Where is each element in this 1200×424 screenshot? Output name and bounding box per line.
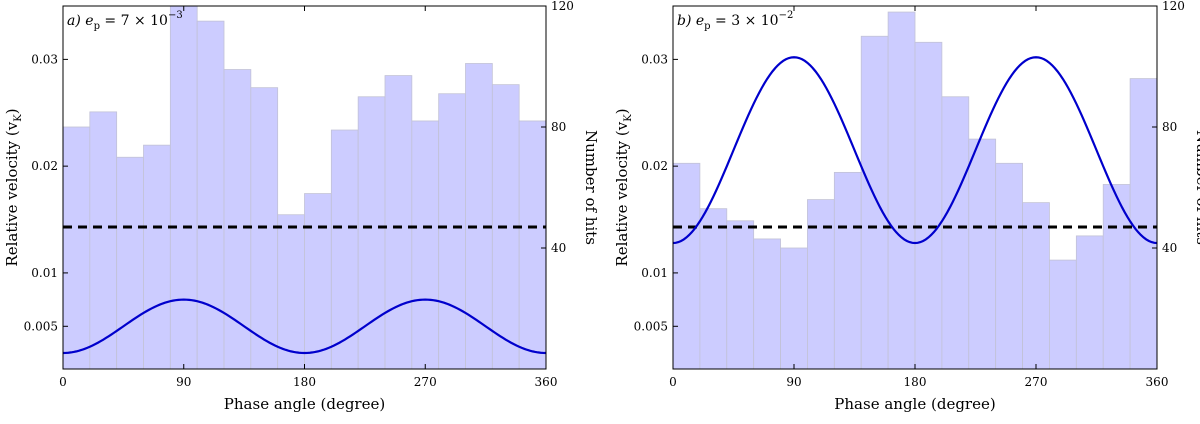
histogram-bar — [914, 41, 943, 369]
y-right-tick-label: 40 — [551, 241, 566, 255]
panel-label: a) — [67, 13, 85, 29]
y-right-axis-label: Number of hits — [1193, 130, 1200, 245]
panel-title: b) ep = 3 × 10−2 — [677, 10, 793, 32]
title-mid: = 7 × 10 — [100, 13, 168, 29]
panel-label: b) — [677, 13, 696, 29]
histogram-bar — [411, 120, 440, 369]
histogram-bar — [995, 162, 1023, 369]
histogram-bar — [330, 129, 359, 369]
histogram-bar — [438, 93, 466, 369]
histogram-bar — [1049, 259, 1077, 369]
histogram-bar — [384, 75, 413, 369]
histogram-bar — [304, 193, 332, 369]
panel-title: a) ep = 7 × 10−3 — [67, 10, 183, 32]
y-left-tick-label: 0.01 — [641, 266, 668, 280]
y-left-label-close: ) — [3, 108, 21, 114]
histogram-bar — [968, 138, 997, 369]
panel-a: 0 90 180 270 360 0.005 0.01 0.02 0.03 40 80 120 Phas… — [3, 0, 600, 413]
y-left-axis-label: Relative velocity (vK) — [613, 108, 634, 266]
y-right-tick-label: 80 — [1162, 120, 1177, 134]
x-tick-label: 180 — [904, 375, 927, 389]
histogram-bar — [89, 111, 118, 369]
velocity-curve — [673, 56, 1157, 245]
histogram-bar — [116, 156, 144, 369]
y-left-label-sub: K — [623, 114, 634, 122]
histogram-bar — [807, 199, 835, 369]
histogram-bar — [860, 35, 889, 369]
histogram-bar — [673, 162, 701, 369]
y-left-tick-label: 0.01 — [31, 266, 58, 280]
title-var: e — [85, 13, 93, 29]
histogram-bar — [1102, 184, 1131, 369]
histogram-bar — [753, 238, 781, 369]
title-sub: p — [704, 21, 710, 32]
y-left-label-sub: K — [13, 114, 24, 122]
histogram-bar — [887, 11, 916, 369]
x-tick-label: 0 — [59, 375, 67, 389]
panel-b: 0 90 180 270 360 0.005 0.01 0.02 0.03 40 80 120 Phas… — [613, 0, 1200, 413]
x-tick-label: 90 — [176, 375, 191, 389]
plot-area — [63, 6, 546, 369]
y-left-label-text: Relative velocity (v — [3, 121, 21, 266]
title-sub: p — [94, 21, 100, 32]
y-left-tick-label: 0.02 — [641, 159, 668, 173]
histogram-bar — [780, 247, 808, 369]
x-tick-label: 360 — [1146, 375, 1169, 389]
histogram-bar — [196, 20, 225, 369]
y-right-tick-label: 80 — [551, 120, 566, 134]
x-tick-label: 270 — [414, 375, 437, 389]
x-axis-label: Phase angle (degree) — [834, 395, 995, 413]
histogram-bar — [941, 96, 970, 369]
x-tick-label: 270 — [1025, 375, 1048, 389]
y-left-tick-label: 0.03 — [641, 52, 668, 66]
title-exp: −3 — [168, 10, 183, 21]
y-left-tick-label: 0.03 — [31, 52, 58, 66]
histogram-bar — [726, 220, 755, 369]
y-left-label-text: Relative velocity (v — [613, 121, 631, 266]
histogram-bar — [223, 69, 252, 369]
y-left-tick-label: 0.005 — [24, 319, 58, 333]
histogram-bar — [1129, 78, 1157, 369]
y-left-label-close: ) — [613, 108, 631, 114]
histogram-bar — [465, 63, 493, 369]
histogram-bar — [357, 96, 386, 369]
histogram-bar — [699, 208, 728, 369]
histogram-bar — [1022, 202, 1050, 369]
histogram-bar — [518, 120, 546, 369]
plot-area — [673, 11, 1157, 369]
y-left-tick-label: 0.02 — [31, 159, 58, 173]
x-axis-label: Phase angle (degree) — [224, 395, 385, 413]
y-right-tick-label: 120 — [1162, 0, 1185, 13]
title-var: e — [696, 13, 704, 29]
histogram-bar — [143, 144, 171, 369]
x-tick-label: 0 — [669, 375, 677, 389]
histogram-bar — [63, 126, 91, 369]
x-tick-label: 360 — [535, 375, 558, 389]
histogram-bar — [1075, 235, 1104, 369]
x-tick-label: 90 — [786, 375, 801, 389]
y-right-tick-label: 40 — [1162, 241, 1177, 255]
histogram-bar — [833, 171, 862, 369]
title-mid: = 3 × 10 — [711, 13, 779, 29]
y-right-tick-label: 120 — [551, 0, 574, 13]
velocity-curve — [63, 298, 546, 355]
title-exp: −2 — [779, 10, 794, 21]
y-left-tick-label: 0.005 — [634, 319, 668, 333]
y-right-axis-label: Number of hits — [582, 130, 600, 245]
histogram-bar — [169, 6, 198, 369]
histogram-bar — [277, 214, 305, 369]
y-left-axis-label: Relative velocity (vK) — [3, 108, 24, 266]
x-tick-label: 180 — [293, 375, 316, 389]
